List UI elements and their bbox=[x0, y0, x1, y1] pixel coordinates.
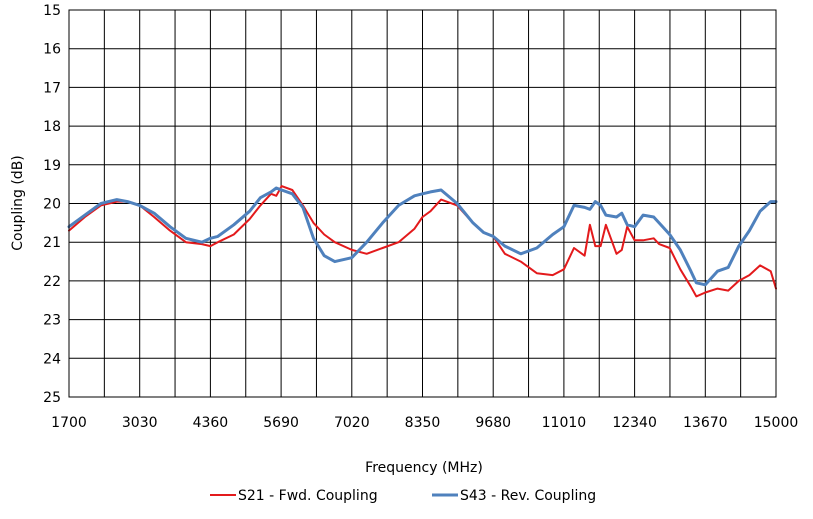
x-tick-label: 8350 bbox=[405, 415, 441, 431]
y-tick-label: 24 bbox=[43, 351, 61, 367]
x-tick-label: 9680 bbox=[475, 415, 511, 431]
y-tick-label: 17 bbox=[43, 80, 61, 96]
plot-border bbox=[68, 9, 777, 398]
y-tick-label: 25 bbox=[43, 390, 61, 406]
y-tick-label: 16 bbox=[43, 42, 61, 58]
legend-label: S43 - Rev. Coupling bbox=[460, 488, 596, 504]
series-lines bbox=[67, 185, 778, 298]
y-tick-label: 22 bbox=[43, 274, 61, 290]
legend-label: S21 - Fwd. Coupling bbox=[238, 488, 378, 504]
x-tick-label: 15000 bbox=[754, 415, 799, 431]
x-tick-label: 13670 bbox=[683, 415, 728, 431]
x-tick-label: 11010 bbox=[542, 415, 587, 431]
y-tick-label: 23 bbox=[43, 313, 61, 329]
x-tick-label: 4360 bbox=[193, 415, 229, 431]
x-tick-label: 12340 bbox=[612, 415, 657, 431]
x-tick-label: 1700 bbox=[51, 415, 87, 431]
x-axis-title: Frequency (MHz) bbox=[365, 460, 483, 476]
y-tick-label: 19 bbox=[43, 158, 61, 174]
x-tick-label: 5690 bbox=[263, 415, 299, 431]
legend: S21 - Fwd. Coupling S43 - Rev. Coupling bbox=[210, 488, 596, 504]
x-tick-labels: 1700 3030 4360 5690 7020 8350 9680 11010 12340 13… bbox=[51, 415, 798, 431]
y-tick-label: 21 bbox=[43, 235, 61, 251]
y-tick-labels: 15 16 17 18 19 20 21 22 23 24 25 bbox=[43, 3, 61, 406]
y-axis-title: Coupling (dB) bbox=[10, 155, 26, 251]
x-tick-label: 7020 bbox=[334, 415, 370, 431]
gridlines bbox=[68, 9, 777, 398]
x-tick-label: 3030 bbox=[122, 415, 158, 431]
y-tick-label: 15 bbox=[43, 3, 61, 19]
y-tick-label: 18 bbox=[43, 119, 61, 135]
y-tick-label: 20 bbox=[43, 197, 61, 213]
series-line-s43 bbox=[67, 186, 778, 287]
